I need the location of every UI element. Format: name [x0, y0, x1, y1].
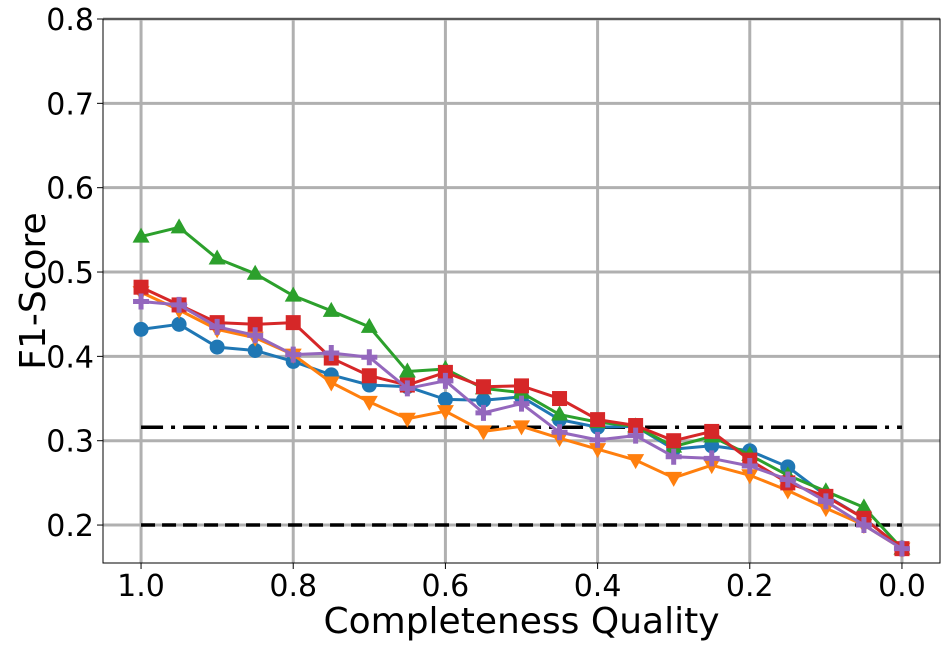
data-point-plus [589, 431, 606, 448]
data-point-plus [247, 327, 264, 344]
data-point-triangle-down [436, 405, 454, 421]
data-point-triangle-down [665, 471, 683, 487]
data-point-square [514, 378, 529, 394]
series-0 [133, 316, 910, 557]
y-tick-label: 0.5 [46, 256, 94, 291]
data-point-triangle-down [627, 454, 645, 470]
data-point-triangle-down [398, 412, 416, 428]
data-point-square [285, 315, 301, 331]
data-point-square [247, 316, 263, 332]
data-point-triangle-down [741, 469, 759, 485]
data-point-triangle-down [322, 376, 340, 392]
data-point-plus [779, 471, 796, 488]
data-point-square [361, 368, 377, 384]
data-point-triangle-down [360, 395, 378, 411]
series-3 [133, 279, 910, 557]
data-point-square [475, 379, 491, 395]
x-axis-ticks: 1.0 0.8 0.6 0.4 0.2 0.0 [117, 563, 926, 604]
x-tick-label: 0.8 [269, 569, 317, 604]
data-point-triangle-down [703, 459, 721, 475]
data-point-square [590, 412, 606, 428]
series-line [140, 322, 903, 550]
y-axis-label: F1-Score [13, 212, 54, 369]
x-tick-label: 0.6 [422, 569, 470, 604]
data-point-triangle-down [817, 502, 835, 518]
data-point-circle [133, 321, 149, 337]
data-point-plus [817, 493, 834, 510]
x-tick-label: 0.2 [726, 569, 774, 604]
data-point-plus [437, 372, 454, 389]
data-point-plus [323, 344, 340, 361]
data-point-plus [285, 346, 302, 363]
data-point-plus [665, 448, 682, 465]
data-point-plus [551, 424, 568, 441]
data-point-triangle-up [322, 301, 340, 317]
data-point-triangle-up [551, 405, 569, 421]
data-point-circle [209, 339, 225, 355]
data-point-circle [475, 392, 491, 408]
data-point-plus [703, 450, 720, 467]
plot-frame [102, 18, 941, 564]
data-point-triangle-up [398, 362, 416, 378]
series-4 [133, 293, 910, 557]
y-tick-label: 0.3 [46, 425, 94, 460]
y-tick-label: 0.4 [46, 340, 94, 375]
data-point-square [133, 279, 149, 295]
data-point-plus [513, 395, 530, 412]
data-point-triangle-up [132, 227, 150, 243]
x-tick-label: 0.0 [878, 569, 926, 604]
data-point-triangle-up [208, 249, 226, 265]
data-point-triangle-up [284, 286, 302, 302]
data-point-plus [133, 293, 150, 310]
data-point-triangle-up [855, 498, 873, 514]
y-tick-label: 0.8 [46, 3, 94, 38]
data-point-triangle-up [360, 317, 378, 333]
data-point-plus [171, 296, 188, 313]
x-tick-label: 1.0 [117, 569, 165, 604]
data-point-plus [209, 318, 226, 335]
data-point-plus [361, 349, 378, 366]
y-tick-label: 0.6 [46, 172, 94, 207]
series-lines [132, 218, 911, 558]
data-point-plus [893, 540, 910, 557]
data-point-triangle-down [474, 425, 492, 441]
data-point-plus [475, 404, 492, 421]
data-point-square [437, 364, 453, 380]
x-axis-label: Completeness Quality [323, 601, 719, 642]
y-axis-ticks: 0.2 0.3 0.4 0.5 0.6 0.7 0.8 [46, 3, 103, 544]
data-point-square [666, 433, 682, 449]
data-point-square [704, 423, 720, 439]
data-point-circle [437, 391, 453, 407]
data-point-circle [247, 342, 263, 358]
data-point-triangle-up [246, 264, 264, 280]
data-point-triangle-down [589, 443, 607, 459]
data-point-triangle-down [513, 420, 530, 436]
data-point-circle [171, 316, 187, 332]
x-tick-label: 0.4 [574, 569, 622, 604]
data-point-square [628, 418, 644, 434]
y-tick-label: 0.2 [46, 509, 94, 544]
data-point-plus [741, 458, 758, 475]
data-point-plus [399, 380, 416, 397]
data-point-square [552, 391, 568, 407]
data-point-plus [627, 427, 644, 444]
data-point-triangle-up [170, 218, 188, 234]
grid [103, 17, 940, 563]
data-point-plus [855, 517, 872, 534]
y-tick-label: 0.7 [46, 87, 94, 122]
